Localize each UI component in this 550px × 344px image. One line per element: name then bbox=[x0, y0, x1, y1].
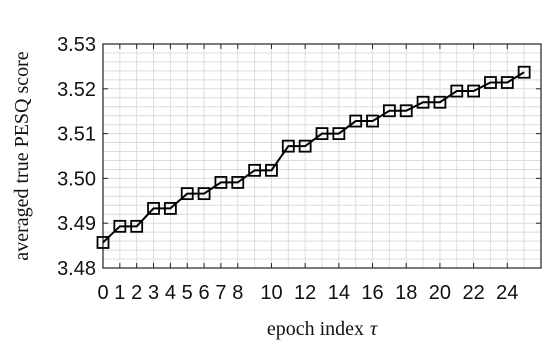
x-tick-label: 18 bbox=[395, 282, 417, 304]
y-tick-label: 3.53 bbox=[57, 34, 96, 56]
y-tick-label: 3.52 bbox=[57, 79, 96, 101]
y-tick-label: 3.49 bbox=[57, 213, 96, 235]
data-point-marker bbox=[265, 163, 278, 177]
data-point-marker bbox=[231, 176, 245, 189]
ticks: 3.483.493.503.513.523.530 1 2 3 4 5 6 7 8 10 12 14 1… bbox=[57, 34, 541, 304]
x-tick-label: 12 bbox=[294, 282, 316, 304]
data-point-marker bbox=[163, 202, 177, 215]
x-tick-label: 20 bbox=[429, 282, 451, 304]
x-axis-title-symbol: τ bbox=[370, 318, 378, 340]
data-point-marker bbox=[332, 127, 346, 141]
data-point-marker bbox=[197, 187, 211, 201]
x-axis-title: epoch index τ bbox=[267, 318, 378, 340]
y-tick-label: 3.51 bbox=[57, 124, 96, 146]
x-tick-label: 24 bbox=[496, 282, 518, 304]
data-point-marker bbox=[298, 139, 312, 153]
data-point-marker bbox=[180, 187, 194, 201]
x-tick-label: 8 bbox=[232, 282, 243, 304]
series-line bbox=[102, 71, 525, 244]
x-tick-label: 22 bbox=[462, 282, 484, 304]
plot-area-frame bbox=[102, 43, 542, 269]
grid bbox=[103, 44, 541, 268]
data-point-marker bbox=[214, 176, 228, 189]
x-tick-label: 6 bbox=[199, 282, 210, 304]
y-axis-title: averaged true PESQ score bbox=[11, 51, 33, 260]
x-tick-label: 1 bbox=[114, 282, 125, 304]
x-tick-label: 14 bbox=[328, 282, 350, 304]
data-point-marker bbox=[281, 139, 295, 153]
data-point-marker bbox=[248, 163, 262, 177]
x-tick-label: 2 bbox=[131, 282, 142, 304]
data-point-marker bbox=[416, 95, 430, 109]
data-point-marker bbox=[349, 114, 363, 128]
data-point-marker bbox=[382, 104, 396, 118]
x-tick-label: 7 bbox=[215, 282, 226, 304]
data-point-marker bbox=[96, 236, 110, 249]
x-tick-label: 3 bbox=[148, 282, 159, 304]
data-point-marker bbox=[467, 84, 481, 98]
data-point-marker bbox=[315, 127, 329, 141]
x-tick-label: 4 bbox=[165, 282, 176, 304]
data-point-marker bbox=[113, 219, 127, 233]
x-tick-label: 16 bbox=[361, 282, 383, 304]
data-point-marker bbox=[517, 65, 531, 79]
data-point-marker bbox=[366, 114, 379, 128]
x-tick-label: 10 bbox=[260, 282, 282, 304]
x-axis-title-text: epoch index bbox=[267, 318, 364, 340]
y-tick-label: 3.48 bbox=[57, 258, 96, 280]
data-point-marker bbox=[399, 104, 413, 118]
x-tick-label: 5 bbox=[182, 282, 193, 304]
data-point-marker bbox=[130, 219, 144, 233]
x-tick-label: 0 bbox=[97, 282, 108, 304]
data-point-marker bbox=[500, 76, 514, 89]
y-tick-label: 3.50 bbox=[57, 168, 96, 190]
data-point-marker bbox=[484, 76, 497, 89]
data-series bbox=[96, 65, 531, 249]
data-point-marker bbox=[147, 202, 160, 215]
data-point-marker bbox=[433, 95, 447, 109]
data-point-marker bbox=[450, 84, 464, 98]
